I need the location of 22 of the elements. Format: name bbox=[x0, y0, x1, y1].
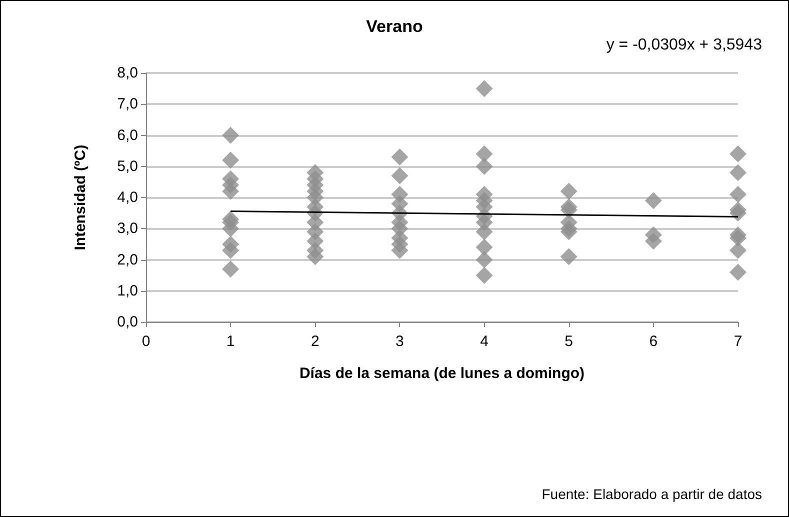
y-tick-label: 1,0 bbox=[117, 282, 138, 300]
y-tick-label: 4,0 bbox=[117, 189, 138, 206]
y-tick-label: 8,0 bbox=[117, 64, 138, 82]
y-tick-label: 6,0 bbox=[117, 126, 138, 144]
y-tick-label: 5,0 bbox=[117, 158, 138, 175]
x-tick-label: 6 bbox=[649, 333, 658, 350]
y-tick-label: 2,0 bbox=[117, 251, 138, 268]
x-tick-label: 0 bbox=[142, 333, 150, 350]
text: y = -0,0309x + 3,5943 bbox=[606, 36, 762, 54]
y-tick-label: 3,0 bbox=[117, 220, 138, 238]
x-axis-title: Días de la semana (de lunes a domingo) bbox=[299, 365, 585, 382]
x-tick-label: 1 bbox=[226, 333, 235, 350]
x-tick-label: 2 bbox=[310, 333, 320, 350]
y-tick-label: 7,0 bbox=[117, 96, 138, 113]
source-note: Fuente: Elaborado a partir de datos bbox=[542, 486, 762, 502]
y-tick-label: 0,0 bbox=[117, 314, 138, 330]
chart-title: Verano bbox=[366, 17, 423, 36]
x-tick-label: 7 bbox=[734, 333, 742, 350]
x-tick-label: 4 bbox=[480, 333, 488, 350]
x-tick-label: 5 bbox=[564, 333, 574, 350]
x-tick-label: 3 bbox=[396, 333, 404, 350]
y-axis-title: Intensidad (ºC) bbox=[72, 144, 89, 250]
